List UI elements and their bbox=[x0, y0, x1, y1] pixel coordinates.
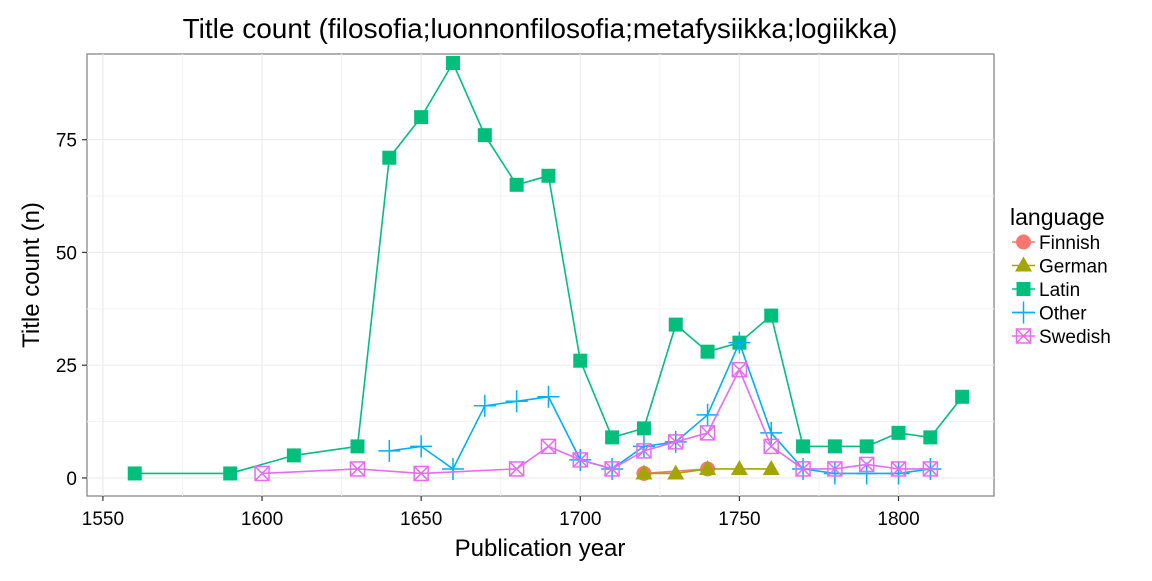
legend-item-german: German bbox=[1012, 256, 1108, 278]
legend-marker-latin bbox=[1016, 282, 1031, 296]
data-point-other bbox=[760, 421, 783, 444]
data-point-latin bbox=[350, 439, 365, 454]
x-tick-label: 1800 bbox=[877, 509, 919, 530]
data-point-latin bbox=[445, 56, 460, 71]
data-point-swedish bbox=[349, 461, 366, 477]
x-axis-label: Publication year bbox=[455, 535, 626, 562]
legend-marker-finnish bbox=[1016, 234, 1031, 250]
data-point-latin bbox=[414, 110, 429, 125]
data-point-other bbox=[378, 439, 401, 462]
minor-gridlines bbox=[87, 54, 994, 496]
data-point-swedish bbox=[731, 361, 748, 378]
data-point-other bbox=[537, 385, 560, 408]
legend-label-other: Other bbox=[1039, 304, 1087, 325]
data-point-swedish bbox=[508, 461, 525, 477]
data-point-other bbox=[728, 331, 751, 354]
data-point-swedish bbox=[636, 443, 652, 459]
x-tick-label: 1750 bbox=[718, 509, 760, 530]
data-point-latin bbox=[891, 425, 906, 440]
data-point-german bbox=[635, 464, 653, 480]
data-point-swedish bbox=[668, 434, 684, 450]
data-point-swedish bbox=[699, 425, 716, 441]
legend-marker-other bbox=[1012, 301, 1035, 324]
data-point-swedish bbox=[922, 461, 939, 477]
data-point-other bbox=[855, 462, 878, 485]
data-point-swedish bbox=[254, 465, 270, 482]
x-tick-label: 1550 bbox=[82, 509, 124, 530]
data-point-other bbox=[410, 435, 433, 458]
plot-panel bbox=[86, 53, 995, 497]
x-tick-label: 1650 bbox=[400, 509, 442, 530]
series-swedish bbox=[254, 361, 939, 482]
data-point-other bbox=[473, 394, 496, 417]
data-point-latin bbox=[859, 439, 874, 454]
data-point-german bbox=[667, 464, 685, 480]
legend-label-finnish: Finnish bbox=[1039, 233, 1100, 254]
series-german bbox=[635, 459, 780, 480]
data-point-german bbox=[730, 459, 748, 475]
data-point-latin bbox=[477, 128, 492, 143]
series-latin bbox=[127, 56, 970, 481]
y-axis: 0 25 50 75 bbox=[56, 131, 87, 490]
data-point-latin bbox=[286, 448, 301, 463]
data-point-latin bbox=[955, 389, 970, 404]
legend-item-finnish: Finnish bbox=[1012, 233, 1100, 254]
y-tick-label: 0 bbox=[66, 469, 77, 490]
data-point-latin bbox=[636, 421, 651, 436]
data-point-swedish bbox=[795, 461, 811, 477]
legend-label-swedish: Swedish bbox=[1039, 327, 1111, 348]
data-point-other bbox=[696, 403, 719, 426]
data-point-swedish bbox=[604, 461, 620, 477]
data-point-latin bbox=[668, 317, 683, 332]
data-point-latin bbox=[223, 466, 238, 481]
data-point-swedish bbox=[413, 465, 429, 482]
data-point-swedish bbox=[827, 461, 843, 477]
legend-item-other: Other bbox=[1012, 301, 1087, 325]
series-layer bbox=[127, 56, 970, 485]
data-point-latin bbox=[573, 353, 588, 368]
legend-marker-german bbox=[1015, 256, 1032, 272]
data-point-latin bbox=[700, 344, 715, 359]
data-point-swedish bbox=[858, 456, 875, 473]
data-point-latin bbox=[605, 430, 620, 445]
legend-marker-swedish bbox=[1015, 328, 1032, 344]
legend-item-latin: Latin bbox=[1012, 280, 1080, 301]
x-tick-label: 1700 bbox=[559, 509, 601, 530]
chart-title: Title count (filosofia;luonnonfilosofia;… bbox=[183, 13, 898, 44]
data-point-swedish bbox=[540, 438, 557, 455]
data-point-german bbox=[699, 459, 717, 475]
y-tick-label: 50 bbox=[56, 243, 77, 264]
data-point-latin bbox=[509, 177, 524, 192]
data-point-latin bbox=[382, 150, 397, 165]
data-point-other bbox=[441, 457, 464, 480]
legend-item-swedish: Swedish bbox=[1012, 327, 1111, 348]
legend-label-german: German bbox=[1039, 257, 1108, 278]
data-point-latin bbox=[127, 466, 142, 481]
data-point-latin bbox=[764, 308, 779, 323]
data-point-latin bbox=[827, 439, 842, 454]
x-axis: 1550 1600 1650 1700 1750 1800 bbox=[82, 496, 920, 530]
data-point-latin bbox=[796, 439, 811, 454]
y-tick-label: 25 bbox=[56, 356, 77, 377]
y-axis-label: Title count (n) bbox=[18, 202, 45, 348]
legend-label-latin: Latin bbox=[1039, 280, 1080, 301]
x-tick-label: 1600 bbox=[241, 509, 283, 530]
data-point-latin bbox=[541, 168, 556, 183]
data-point-swedish bbox=[572, 452, 589, 468]
data-point-other bbox=[505, 390, 528, 413]
data-point-swedish bbox=[763, 438, 779, 455]
y-tick-label: 75 bbox=[56, 131, 77, 152]
data-point-swedish bbox=[890, 461, 907, 477]
data-point-latin bbox=[923, 430, 938, 445]
data-point-german bbox=[762, 459, 780, 475]
legend-title: language bbox=[1010, 204, 1105, 230]
major-gridlines bbox=[87, 54, 994, 496]
